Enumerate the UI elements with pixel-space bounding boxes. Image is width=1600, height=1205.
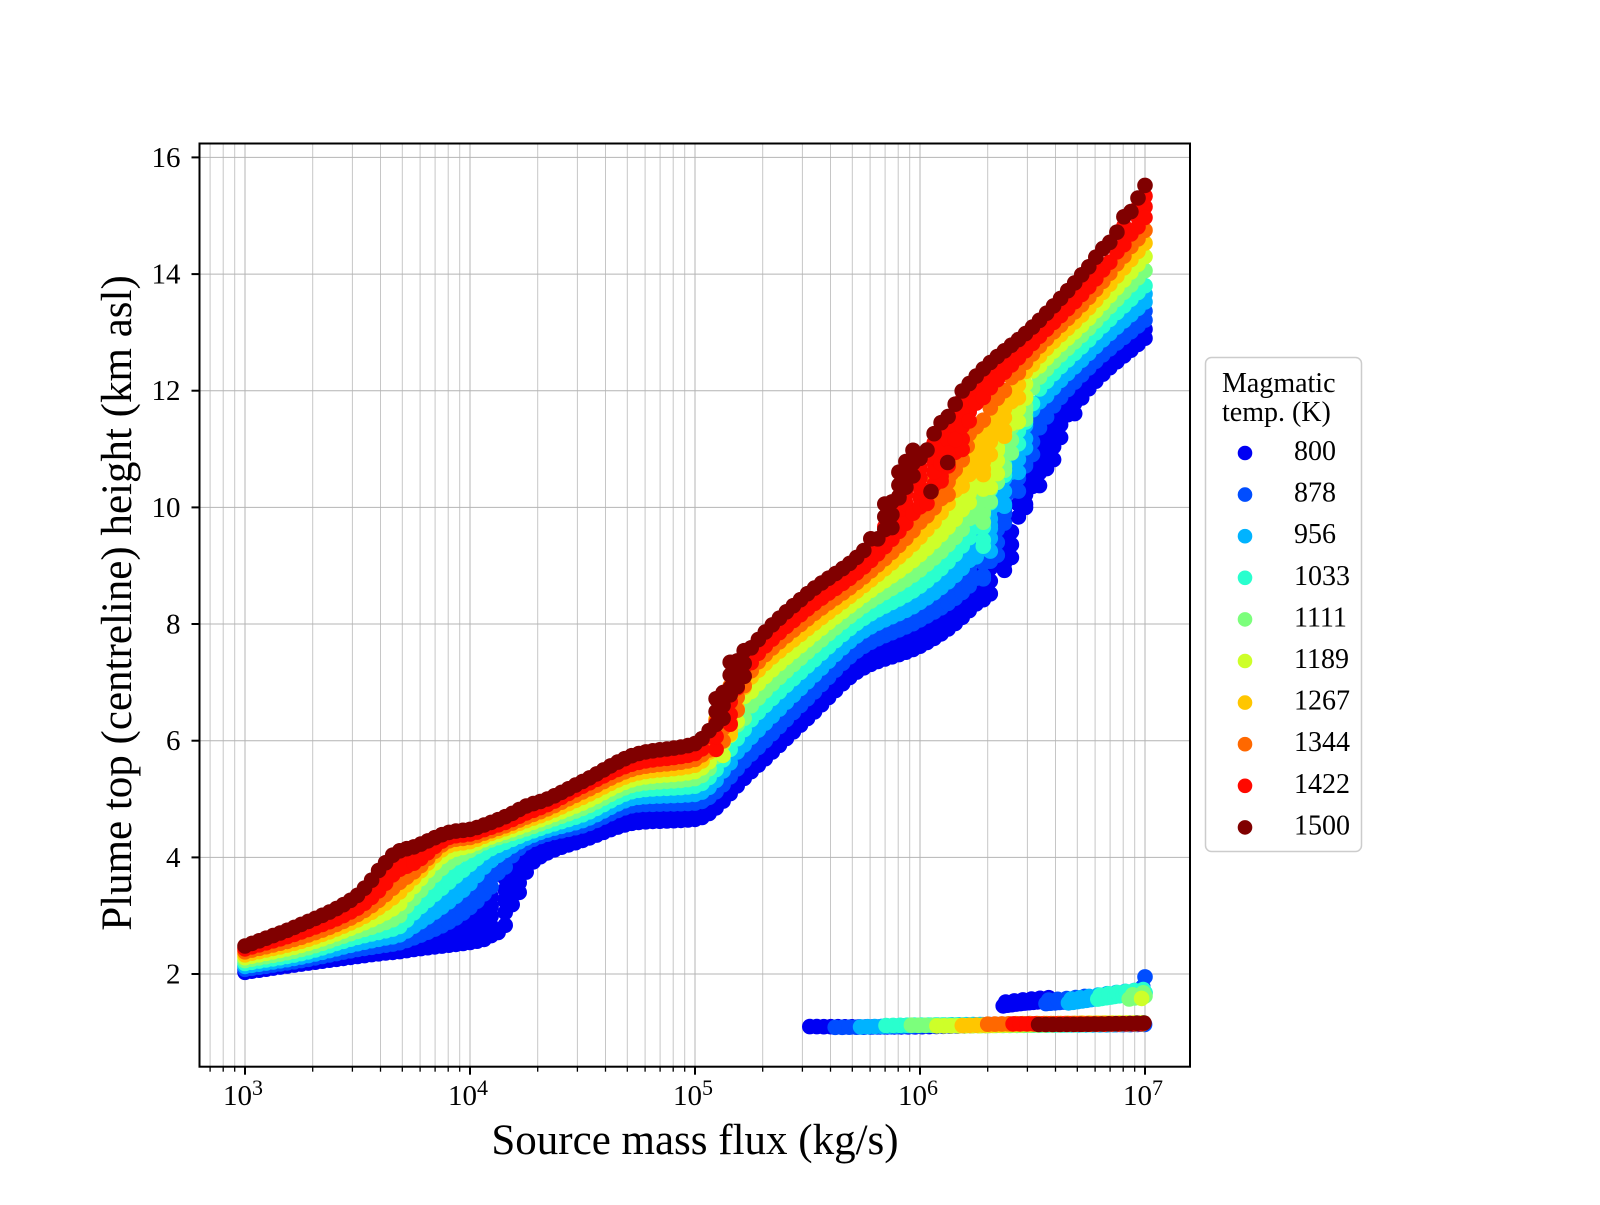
svg-text:Magmatic: Magmatic [1222,368,1336,399]
svg-text:10: 10 [448,1080,477,1112]
svg-text:3: 3 [252,1075,263,1100]
svg-text:1267: 1267 [1294,686,1350,717]
svg-text:10: 10 [1123,1080,1152,1112]
svg-text:temp. (K): temp. (K) [1222,397,1331,428]
svg-text:1111: 1111 [1294,602,1347,633]
svg-text:1500: 1500 [1294,810,1350,841]
svg-text:Plume top (centreline) height: Plume top (centreline) height (km asl) [94,275,141,931]
svg-text:10: 10 [152,492,181,524]
svg-text:12: 12 [152,375,181,407]
svg-text:7: 7 [1152,1075,1163,1100]
svg-text:5: 5 [702,1075,713,1100]
svg-text:16: 16 [152,142,181,174]
svg-text:10: 10 [898,1080,927,1112]
svg-text:1033: 1033 [1294,561,1350,592]
svg-text:4: 4 [166,842,181,874]
svg-text:6: 6 [166,725,181,757]
svg-text:10: 10 [223,1080,252,1112]
svg-text:878: 878 [1294,478,1336,509]
svg-text:10: 10 [673,1080,702,1112]
svg-text:4: 4 [477,1075,488,1100]
svg-text:1344: 1344 [1294,727,1350,758]
svg-text:1189: 1189 [1294,644,1349,675]
svg-text:2: 2 [166,959,181,991]
svg-text:14: 14 [152,259,182,291]
svg-text:8: 8 [166,609,181,641]
svg-text:1422: 1422 [1294,769,1350,800]
svg-text:800: 800 [1294,436,1336,467]
svg-text:956: 956 [1294,519,1336,550]
svg-text:6: 6 [927,1075,938,1100]
svg-text:Source mass flux (kg/s): Source mass flux (kg/s) [491,1117,898,1164]
